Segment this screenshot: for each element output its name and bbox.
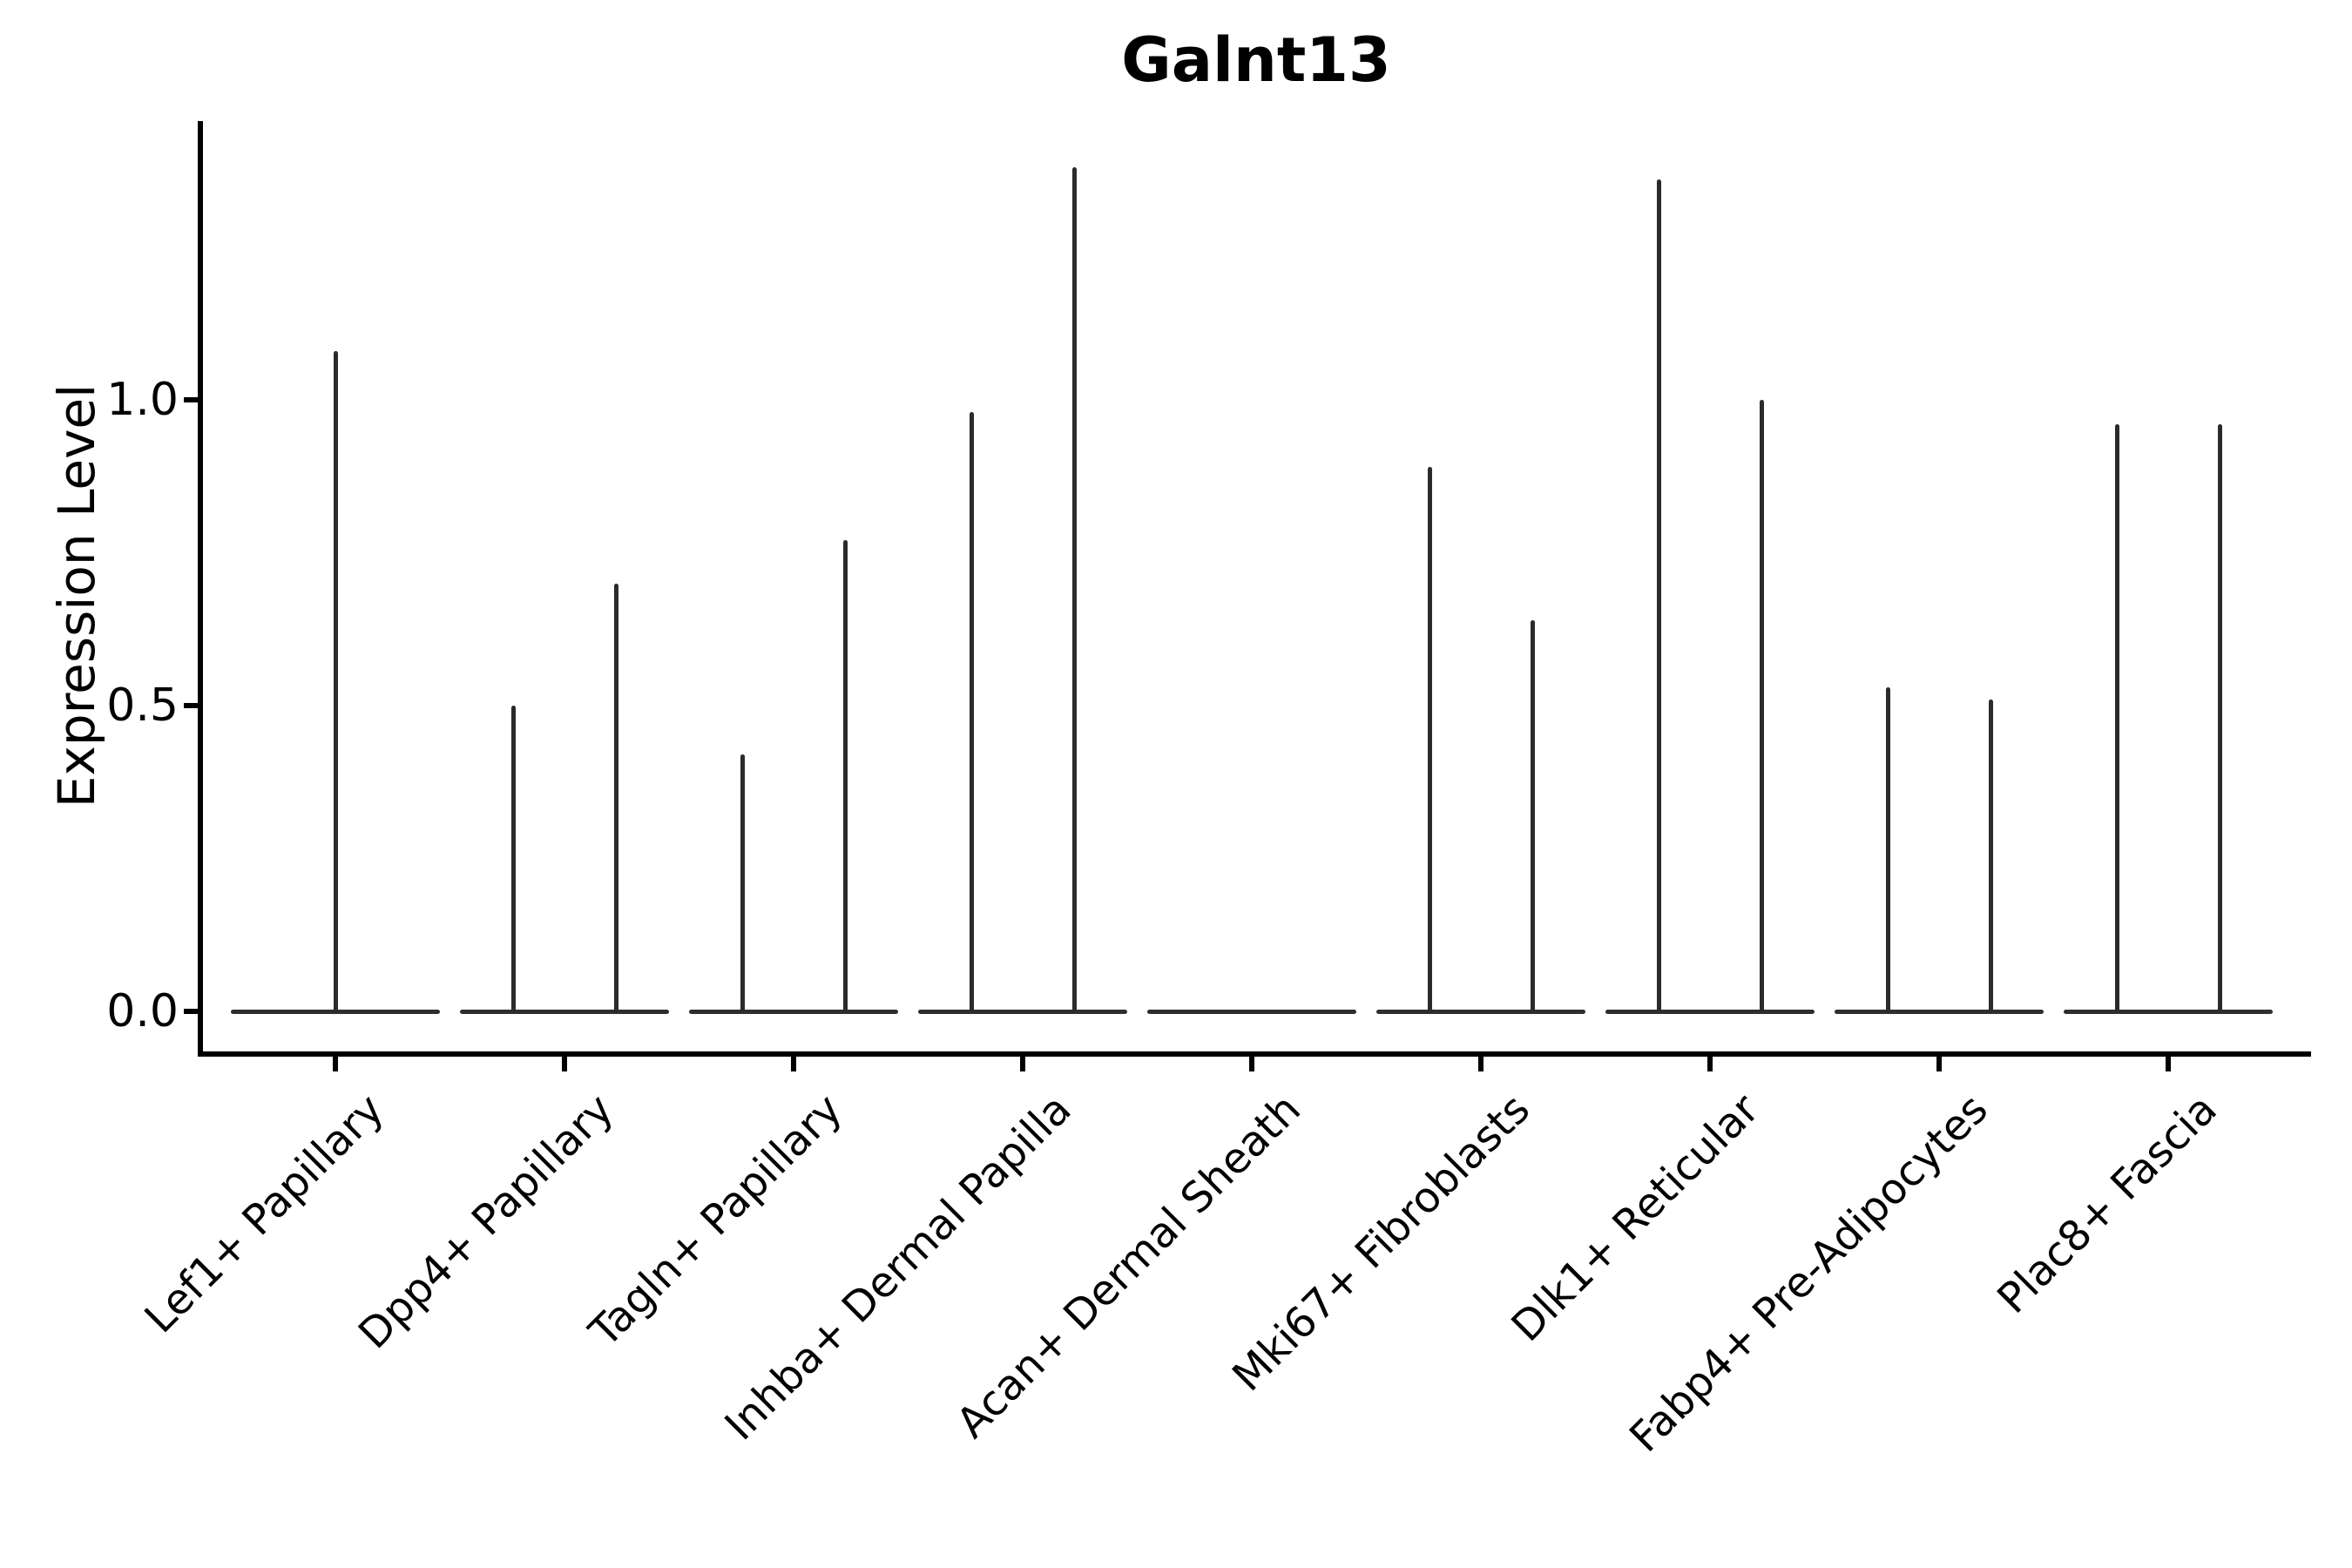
y-tick-label: 0.0 bbox=[106, 985, 179, 1037]
violin-baseline bbox=[918, 1009, 1127, 1014]
x-tick-label: Dpp4+ Papillary bbox=[348, 1085, 623, 1359]
y-tick-label: 1.0 bbox=[106, 374, 179, 426]
x-axis-tick bbox=[791, 1057, 796, 1071]
x-axis-tick bbox=[1478, 1057, 1484, 1071]
x-axis-tick bbox=[1936, 1057, 1942, 1071]
violin-spike bbox=[1759, 400, 1764, 1013]
chart-title: Galnt13 bbox=[1121, 24, 1391, 96]
violin-baseline bbox=[460, 1009, 669, 1014]
y-axis-tick bbox=[184, 703, 198, 708]
x-axis-tick bbox=[2166, 1057, 2171, 1071]
violin-baseline bbox=[1605, 1009, 1815, 1014]
violin-spike bbox=[613, 583, 618, 1013]
violin-spike bbox=[842, 540, 848, 1013]
violin-baseline bbox=[1376, 1009, 1585, 1014]
violin-spike bbox=[1656, 179, 1661, 1013]
x-tick-label: Plac8+ Fascia bbox=[1988, 1085, 2227, 1323]
violin-baseline bbox=[1835, 1009, 2044, 1014]
violin-spike bbox=[1988, 699, 1993, 1013]
violin-baseline bbox=[2064, 1009, 2273, 1014]
violin-baseline bbox=[689, 1009, 898, 1014]
x-axis-tick bbox=[562, 1057, 567, 1071]
violin-spike bbox=[510, 706, 516, 1013]
violin-spike bbox=[1071, 167, 1077, 1013]
violin-spike bbox=[740, 754, 745, 1013]
x-tick-label: Tagln+ Papillary bbox=[580, 1085, 852, 1356]
x-tick-label: Dlk1+ Reticular bbox=[1502, 1085, 1768, 1351]
violin-spike bbox=[1530, 619, 1535, 1013]
x-axis-tick bbox=[333, 1057, 338, 1071]
violin-spike bbox=[1885, 686, 1890, 1013]
x-axis-spine bbox=[198, 1051, 2311, 1057]
violin-spike bbox=[2114, 424, 2119, 1013]
y-axis-spine bbox=[198, 121, 203, 1057]
y-tick-label: 0.5 bbox=[106, 679, 179, 732]
y-axis-tick bbox=[184, 1009, 198, 1014]
y-axis-label: Expression Level bbox=[47, 383, 106, 808]
violin-spike bbox=[333, 350, 338, 1013]
x-axis-tick bbox=[1707, 1057, 1713, 1071]
violin-baseline bbox=[1147, 1009, 1356, 1014]
y-axis-tick bbox=[184, 397, 198, 402]
x-axis-tick bbox=[1249, 1057, 1254, 1071]
x-axis-tick bbox=[1020, 1057, 1025, 1071]
violin-spike bbox=[969, 412, 974, 1013]
x-tick-label: Lef1+ Papillary bbox=[135, 1085, 394, 1343]
violin-spike bbox=[2217, 424, 2222, 1013]
violin-spike bbox=[1427, 467, 1432, 1013]
